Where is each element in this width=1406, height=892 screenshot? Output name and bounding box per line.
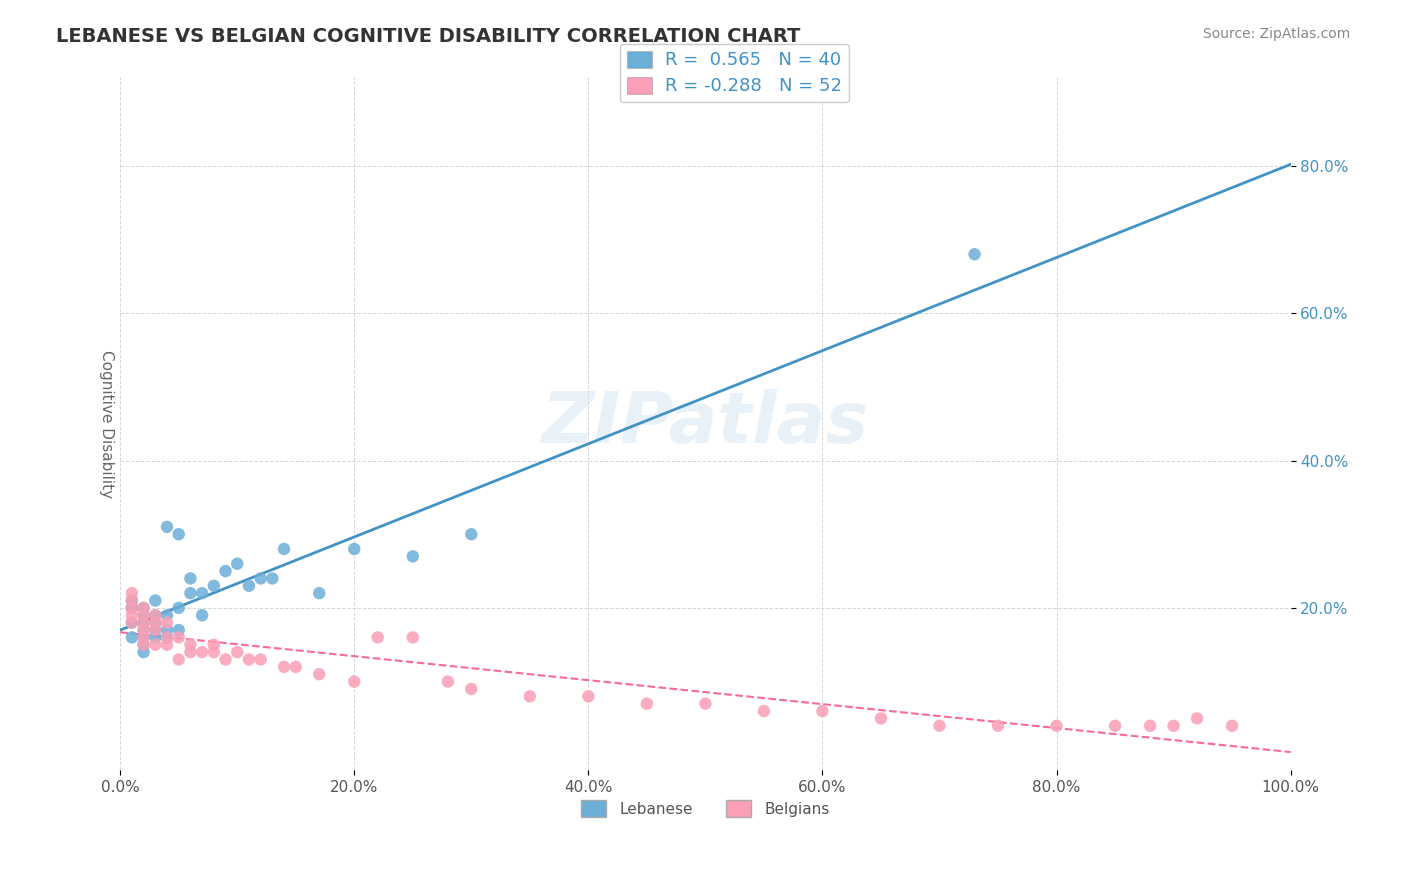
Point: [132, 601, 155, 615]
Point: [519, 690, 541, 704]
Point: [343, 674, 366, 689]
Point: [460, 527, 482, 541]
Point: [121, 615, 143, 630]
Point: [1185, 711, 1208, 725]
Point: [1045, 719, 1067, 733]
Point: [249, 652, 271, 666]
Point: [367, 631, 389, 645]
Point: [202, 638, 225, 652]
Point: [308, 586, 330, 600]
Point: [179, 638, 201, 652]
Point: [132, 608, 155, 623]
Point: [928, 719, 950, 733]
Point: [752, 704, 775, 718]
Point: [343, 541, 366, 556]
Point: [179, 645, 201, 659]
Point: [143, 593, 166, 607]
Point: [1139, 719, 1161, 733]
Point: [226, 645, 249, 659]
Point: [179, 586, 201, 600]
Point: [156, 623, 179, 637]
Point: [156, 631, 179, 645]
Point: [167, 631, 190, 645]
Point: [308, 667, 330, 681]
Point: [202, 645, 225, 659]
Point: [214, 652, 236, 666]
Point: [156, 520, 179, 534]
Point: [460, 681, 482, 696]
Point: [143, 615, 166, 630]
Point: [191, 645, 214, 659]
Point: [132, 623, 155, 637]
Point: [143, 623, 166, 637]
Text: ZIPatlas: ZIPatlas: [541, 389, 869, 458]
Point: [143, 631, 166, 645]
Point: [167, 527, 190, 541]
Point: [156, 631, 179, 645]
Point: [121, 593, 143, 607]
Point: [132, 631, 155, 645]
Point: [156, 638, 179, 652]
Point: [811, 704, 834, 718]
Point: [226, 557, 249, 571]
Point: [132, 623, 155, 637]
Point: [121, 586, 143, 600]
Point: [167, 601, 190, 615]
Point: [273, 660, 295, 674]
Point: [143, 638, 166, 652]
Point: [121, 631, 143, 645]
Point: [262, 571, 284, 585]
Point: [214, 564, 236, 578]
Point: [121, 601, 143, 615]
Point: [121, 601, 143, 615]
Point: [191, 608, 214, 623]
Point: [636, 697, 658, 711]
Point: [437, 674, 460, 689]
Point: [1220, 719, 1243, 733]
Point: [121, 608, 143, 623]
Point: [143, 615, 166, 630]
Point: [121, 615, 143, 630]
Point: [121, 593, 143, 607]
Point: [238, 579, 260, 593]
Point: [1104, 719, 1126, 733]
Point: [402, 549, 425, 564]
Point: [132, 608, 155, 623]
Point: [402, 631, 425, 645]
Legend: Lebanese, Belgians: Lebanese, Belgians: [575, 794, 837, 824]
Point: [1163, 719, 1185, 733]
Point: [273, 541, 295, 556]
Point: [576, 690, 599, 704]
Point: [143, 608, 166, 623]
Point: [191, 586, 214, 600]
Point: [143, 608, 166, 623]
Point: [121, 601, 143, 615]
Point: [963, 247, 986, 261]
Point: [132, 601, 155, 615]
Point: [179, 571, 201, 585]
Point: [870, 711, 893, 725]
Y-axis label: Cognitive Disability: Cognitive Disability: [100, 350, 114, 498]
Point: [167, 652, 190, 666]
Point: [132, 615, 155, 630]
Point: [132, 645, 155, 659]
Point: [132, 631, 155, 645]
Point: [695, 697, 717, 711]
Point: [156, 608, 179, 623]
Text: Source: ZipAtlas.com: Source: ZipAtlas.com: [1202, 27, 1350, 41]
Point: [132, 638, 155, 652]
Point: [132, 615, 155, 630]
Point: [284, 660, 307, 674]
Point: [167, 623, 190, 637]
Point: [238, 652, 260, 666]
Point: [156, 615, 179, 630]
Point: [202, 579, 225, 593]
Point: [987, 719, 1010, 733]
Text: LEBANESE VS BELGIAN COGNITIVE DISABILITY CORRELATION CHART: LEBANESE VS BELGIAN COGNITIVE DISABILITY…: [56, 27, 800, 45]
Point: [249, 571, 271, 585]
Point: [132, 638, 155, 652]
Point: [143, 623, 166, 637]
